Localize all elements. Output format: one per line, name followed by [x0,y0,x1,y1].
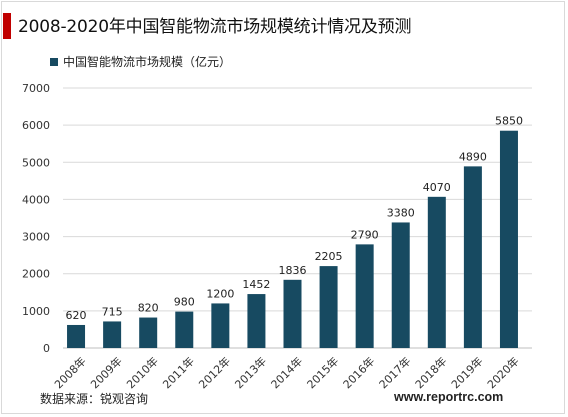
bar [67,324,86,348]
x-tick-label: 2008年 [51,354,88,391]
x-tick-label: 2015年 [304,354,341,391]
data-label: 1452 [242,278,270,291]
data-label: 620 [66,309,87,322]
watermark: www.reportrc.com [394,390,504,404]
x-tick-label: 2018年 [412,354,449,391]
x-tick-label: 2012年 [196,354,233,391]
bar [139,317,158,348]
legend: 中国智能物流市场规模（亿元） [50,53,231,70]
y-tick-label: 1000 [22,305,50,318]
bar [355,244,374,348]
bar [247,294,266,348]
x-tick-label: 2017年 [376,354,413,391]
data-label: 820 [138,302,159,315]
data-label: 4070 [423,181,451,194]
title-accent-bar [3,13,11,39]
y-tick-label: 3000 [22,231,50,244]
x-tick-label: 2009年 [87,354,124,391]
x-tick-label: 2020年 [484,354,521,391]
data-label: 4890 [459,150,487,163]
bar [391,222,410,348]
legend-label: 中国智能物流市场规模（亿元） [63,55,232,69]
data-label: 2205 [315,250,343,263]
chart-title: 2008-2020年中国智能物流市场规模统计情况及预测 [18,17,412,37]
bar [211,303,230,348]
x-tick-label: 2010年 [123,354,160,391]
x-tick-label: 2014年 [268,354,305,391]
data-label: 3380 [387,206,415,219]
bar [427,196,446,348]
bar [175,311,194,348]
bar [499,130,518,348]
data-label: 980 [174,296,195,309]
data-labels: 620 715 820 980 1200 1452 1836 2205 2790 3380 4070… [66,115,523,322]
legend-swatch [50,57,58,66]
bar [463,166,482,348]
bars [67,130,518,348]
data-label: 2790 [351,228,379,241]
x-tick-label: 2013年 [232,354,269,391]
x-tick-label: 2011年 [160,354,197,391]
data-label: 1836 [279,264,307,277]
x-tick-label: 2019年 [448,354,485,391]
y-tick-label: 5000 [22,156,50,169]
data-label: 1200 [206,287,234,300]
x-axis-ticks: 2008年 2009年 2010年 2011年 2012年 2013年 2014年 2015年… [51,354,521,391]
bar [103,321,122,348]
data-label: 715 [102,305,123,318]
y-tick-label: 6000 [22,119,50,132]
source-note: 数据来源：锐观咨询 [40,392,149,406]
y-tick-label: 4000 [22,193,50,206]
x-tick-label: 2016年 [340,354,377,391]
y-tick-label: 7000 [22,82,50,95]
bar [283,279,302,348]
y-tick-label: 2000 [22,268,50,281]
y-tick-label: 0 [43,342,50,355]
data-label: 5850 [495,115,523,128]
y-axis-ticks: 0 1000 2000 3000 4000 5000 6000 7000 [22,82,50,355]
bar [319,266,338,348]
